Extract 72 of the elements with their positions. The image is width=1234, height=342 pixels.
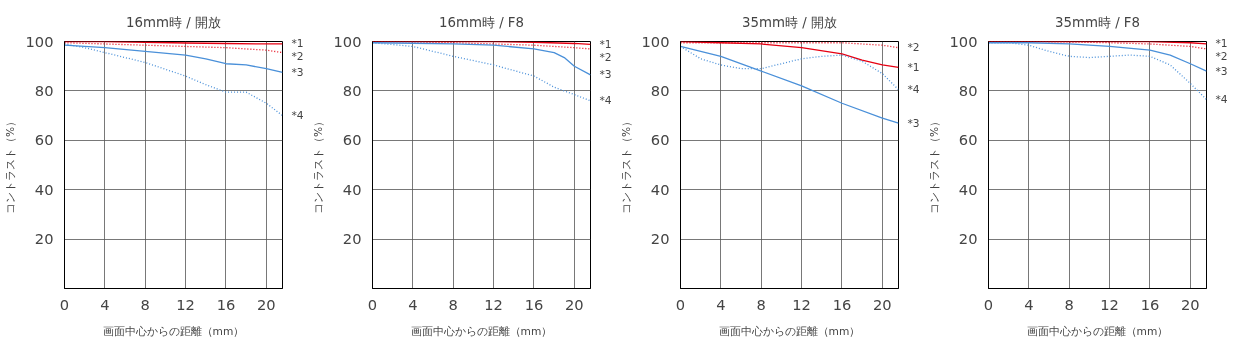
y-tick-label: 40 [650,180,670,198]
x-tick-label: 16 [524,295,544,313]
y-tick-label: 80 [650,81,670,99]
y-tick-label: 60 [958,131,978,149]
y-tick-label: 20 [650,230,670,248]
x-axis-title: 画面中心からの距離（mm） [410,324,553,338]
x-tick-label: 12 [1100,295,1119,313]
y-tick-label: 100 [949,32,978,50]
y-tick-label: 100 [333,32,362,50]
x-axis-title: 画面中心からの距離（mm） [102,324,245,338]
y-axis-title: コントラスト（%） [927,115,941,215]
x-tick-label: 12 [176,295,195,313]
series-label: *4 [291,109,304,123]
chart-title: 35mm時 / F8 [1054,14,1141,30]
x-tick-label: 0 [983,295,994,313]
x-tick-label: 20 [1181,295,1200,313]
x-tick-label: 20 [873,295,892,313]
x-tick-label: 8 [756,295,766,313]
x-tick-label: 4 [408,295,418,313]
series-label: *3 [1215,64,1228,78]
x-tick-label: 12 [792,295,811,313]
x-tick-label: 12 [484,295,503,313]
y-axis-title: コントラスト（%） [311,115,325,215]
x-tick-label: 8 [1064,295,1074,313]
y-tick-label: 40 [958,180,978,198]
series-label: *2 [1215,50,1228,64]
series-label: *1 [1215,37,1228,51]
x-tick-label: 8 [448,295,458,313]
series-label: *2 [599,50,612,64]
x-tick-label: 0 [675,295,686,313]
series-label: *3 [291,65,304,79]
y-tick-label: 40 [342,180,362,198]
y-tick-label: 80 [342,81,362,99]
x-tick-label: 16 [832,295,852,313]
y-tick-label: 80 [958,81,978,99]
y-axis-title: コントラスト（%） [3,115,17,215]
series-label: *3 [599,68,612,82]
series-label: *1 [599,37,612,51]
y-tick-label: 40 [34,180,54,198]
y-tick-label: 20 [342,230,362,248]
series-label: *1 [291,37,304,51]
x-tick-label: 20 [257,295,276,313]
y-tick-label: 60 [34,131,54,149]
chart-title: 16mm時 / 開放 [126,14,221,30]
series-label: *4 [599,94,612,108]
y-tick-label: 60 [342,131,362,149]
chart-title: 16mm時 / F8 [438,14,525,30]
y-tick-label: 20 [958,230,978,248]
x-axis-title: 画面中心からの距離（mm） [1026,324,1169,338]
x-tick-label: 0 [59,295,70,313]
x-tick-label: 4 [100,295,110,313]
y-axis-title: コントラスト（%） [619,115,633,215]
series-label: *2 [907,41,920,55]
series-label: *3 [907,116,920,130]
series-label: *4 [1215,93,1228,107]
x-tick-label: 20 [565,295,584,313]
y-tick-label: 100 [25,32,54,50]
x-axis-title: 画面中心からの距離（mm） [718,324,861,338]
x-tick-label: 8 [140,295,150,313]
x-tick-label: 16 [1140,295,1160,313]
x-tick-label: 0 [367,295,378,313]
y-tick-label: 20 [34,230,54,248]
x-tick-label: 4 [716,295,726,313]
y-tick-label: 100 [641,32,670,50]
series-label: *4 [907,83,920,97]
series-label: *2 [291,50,304,64]
y-tick-label: 60 [650,131,670,149]
series-label: *1 [907,60,920,74]
chart-title: 35mm時 / 開放 [742,14,837,30]
x-tick-label: 4 [1024,295,1034,313]
y-tick-label: 80 [34,81,54,99]
x-tick-label: 16 [216,295,236,313]
